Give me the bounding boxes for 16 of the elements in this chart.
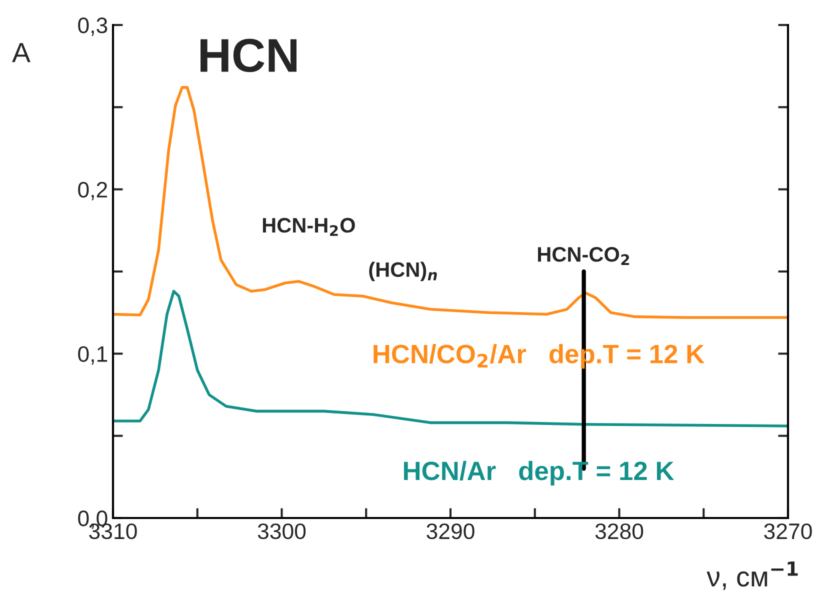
y-tick-label: 0,2 <box>78 182 108 200</box>
annotation: (HCN)$_{n}$ <box>369 262 437 282</box>
x-tick-label: 3280 <box>595 523 644 540</box>
x-tick-label: 3270 <box>764 523 812 540</box>
x-axis-title: ν, см$^{−1}$ <box>706 562 798 590</box>
line-series <box>113 86 788 319</box>
y-tick-label: 0,3 <box>78 18 108 36</box>
chart-title: HCN <box>200 38 297 72</box>
x-tick-label: 3300 <box>258 523 306 540</box>
y-tick-label: 0,1 <box>78 346 108 365</box>
annotation: HCN-H$_{2}$O <box>262 218 355 236</box>
ref-line-label: HCN-CO$_{2}$ <box>538 247 630 266</box>
y-axis-title: A <box>12 43 30 62</box>
line-series <box>113 290 788 428</box>
x-tick-label: 3290 <box>426 523 474 540</box>
series-label: HCN/Ar dep.T = 12 K <box>404 460 674 486</box>
